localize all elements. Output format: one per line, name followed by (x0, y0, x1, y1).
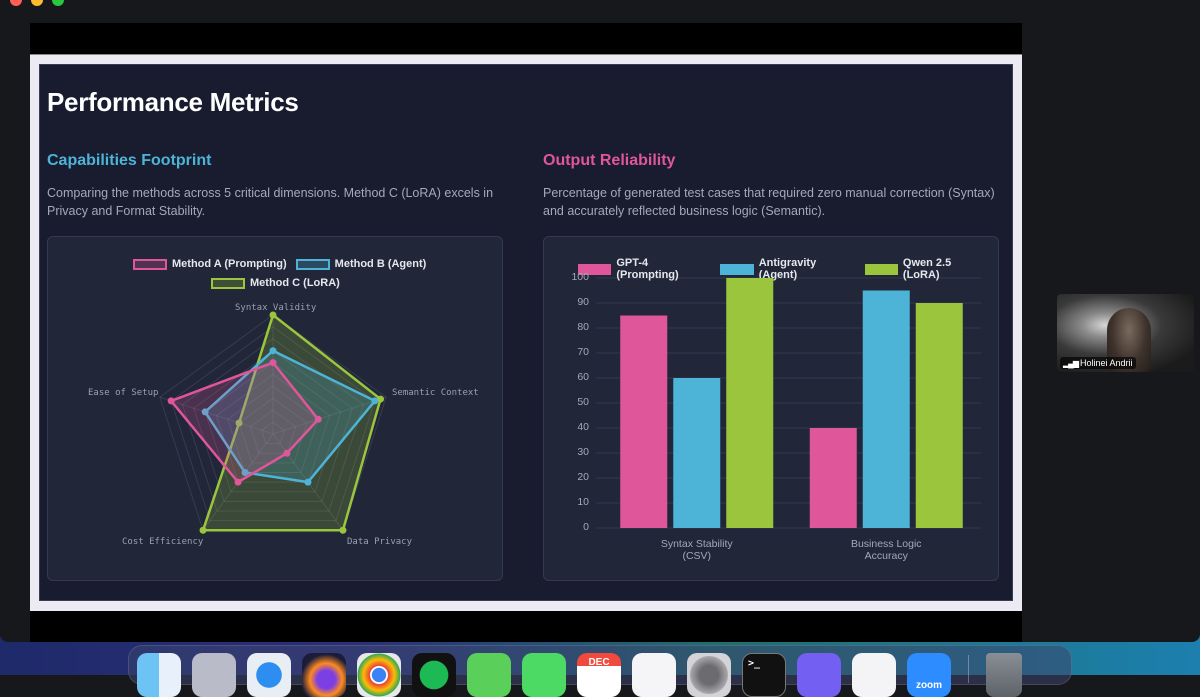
y-axis-tick: 0 (567, 521, 589, 533)
bar-chart (544, 237, 1000, 582)
bar[interactable] (620, 316, 667, 529)
presentation-slide: Performance Metrics Capabilities Footpri… (39, 64, 1013, 601)
safari-icon[interactable] (247, 653, 291, 697)
y-axis-tick: 10 (567, 496, 589, 508)
bar-chart-card: GPT-4 (Prompting) Antigravity (Agent) Qw… (543, 236, 999, 581)
y-axis-tick: 90 (567, 296, 589, 308)
radar-data-point[interactable] (270, 359, 277, 366)
bar[interactable] (673, 378, 720, 528)
macos-dock: DEC >_ zoom (128, 645, 1072, 685)
zoom-meeting-window: Performance Metrics Capabilities Footpri… (0, 0, 1200, 642)
y-axis-tick: 50 (567, 396, 589, 408)
radar-axis-label: Semantic Context (392, 388, 479, 398)
finder-icon[interactable] (137, 653, 181, 697)
radar-section-description: Comparing the methods across 5 critical … (47, 184, 507, 220)
bar[interactable] (726, 278, 773, 528)
system-settings-icon[interactable] (687, 653, 731, 697)
y-axis-tick: 20 (567, 471, 589, 483)
terminal-icon[interactable]: >_ (742, 653, 786, 697)
radar-data-point[interactable] (315, 416, 322, 423)
y-axis-tick: 60 (567, 371, 589, 383)
radar-data-point[interactable] (168, 397, 175, 404)
radar-chart (48, 237, 504, 582)
radar-axis-label: Syntax Validity (235, 303, 316, 313)
radar-chart-card: Method A (Prompting) Method B (Agent) Me… (47, 236, 503, 581)
spotify-icon[interactable] (412, 653, 456, 697)
signal-strength-icon: ▂▄▆ (1063, 359, 1078, 368)
radar-data-point[interactable] (200, 527, 207, 534)
chrome-icon[interactable] (357, 653, 401, 697)
facetime-icon[interactable] (522, 653, 566, 697)
trash-icon[interactable] (986, 653, 1022, 697)
dock-separator (968, 655, 969, 683)
x-axis-category-label: Syntax Stability(CSV) (627, 538, 767, 562)
calendar-icon[interactable]: DEC (577, 653, 621, 697)
radar-axis-label: Data Privacy (347, 537, 412, 547)
close-window-button[interactable] (10, 0, 22, 6)
radar-data-point[interactable] (270, 347, 277, 354)
slide-title: Performance Metrics (47, 87, 299, 118)
viber-icon[interactable] (797, 653, 841, 697)
slide-frame: Performance Metrics Capabilities Footpri… (30, 54, 1022, 611)
window-controls (10, 0, 64, 6)
minimize-window-button[interactable] (31, 0, 43, 6)
y-axis-tick: 40 (567, 421, 589, 433)
y-axis-tick: 80 (567, 321, 589, 333)
reminders-icon[interactable] (632, 653, 676, 697)
launchpad-icon[interactable] (192, 653, 236, 697)
preview-icon[interactable] (852, 653, 896, 697)
radar-data-point[interactable] (304, 479, 311, 486)
messages-icon[interactable] (467, 653, 511, 697)
radar-data-point[interactable] (371, 397, 378, 404)
participant-video-tile[interactable]: ▂▄▆ Holinei Andrii (1057, 294, 1194, 372)
firefox-icon[interactable] (302, 653, 346, 697)
radar-data-point[interactable] (235, 479, 242, 486)
radar-data-point[interactable] (339, 527, 346, 534)
y-axis-tick: 70 (567, 346, 589, 358)
zoom-app-icon[interactable]: zoom (907, 653, 951, 697)
radar-axis-label: Ease of Setup (88, 388, 158, 398)
zoom-window-button[interactable] (52, 0, 64, 6)
bar[interactable] (863, 291, 910, 529)
participant-name-badge: ▂▄▆ Holinei Andrii (1060, 357, 1136, 369)
bar-section-description: Percentage of generated test cases that … (543, 184, 1003, 220)
radar-section-heading: Capabilities Footprint (47, 152, 211, 170)
y-axis-tick: 30 (567, 446, 589, 458)
radar-data-point[interactable] (283, 450, 290, 457)
bar[interactable] (916, 303, 963, 528)
y-axis-tick: 100 (567, 271, 589, 283)
shared-screen: Performance Metrics Capabilities Footpri… (30, 23, 1022, 642)
bar[interactable] (810, 428, 857, 528)
radar-axis-label: Cost Efficiency (122, 537, 203, 547)
bar-section-heading: Output Reliability (543, 152, 675, 170)
